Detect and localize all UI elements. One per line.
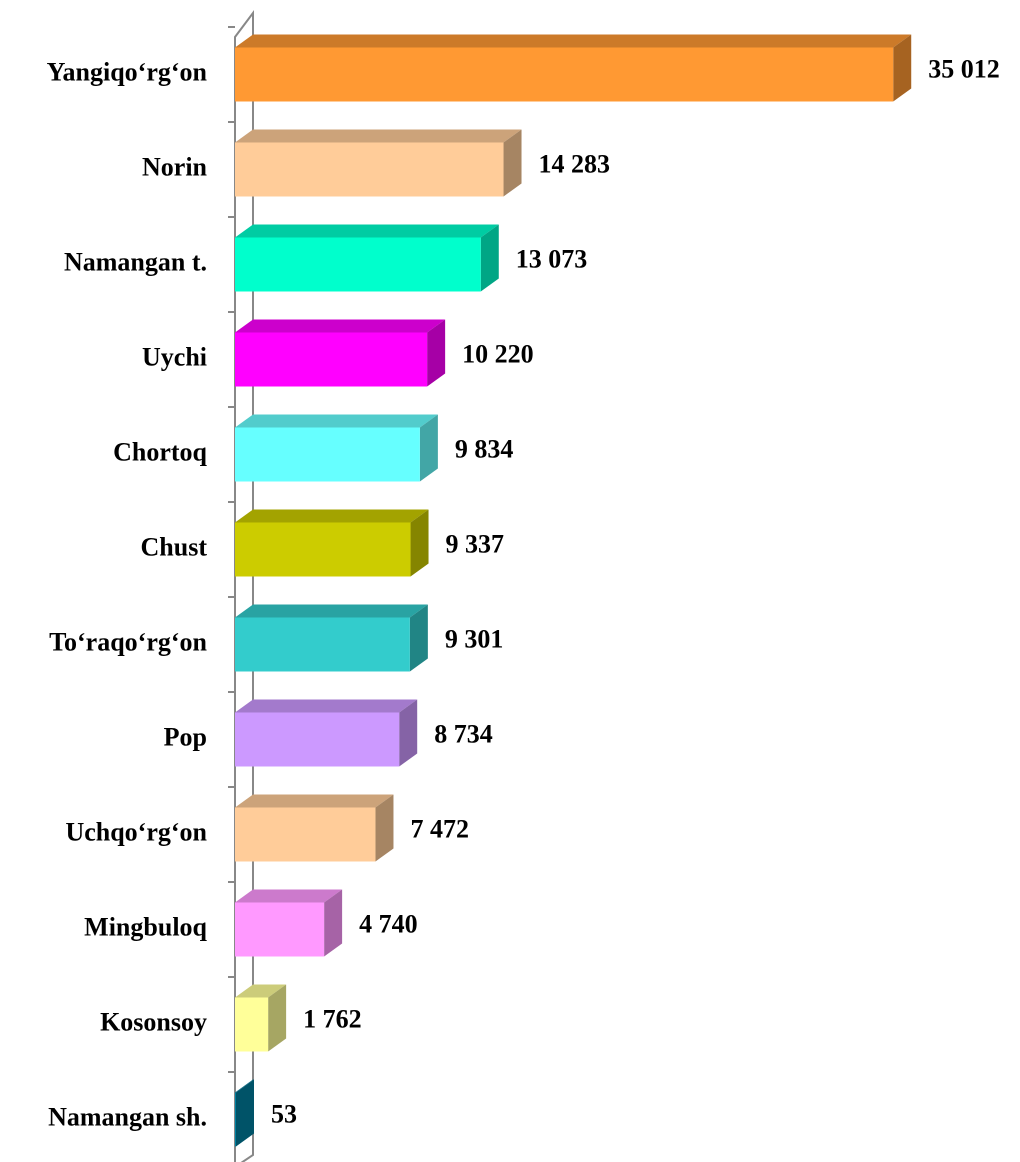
bar-front: [235, 617, 410, 672]
bar: [235, 224, 499, 292]
bar: [235, 129, 522, 197]
category-label: Mingbuloq: [84, 912, 207, 941]
bar: [235, 509, 429, 577]
category-label: Chortoq: [113, 437, 207, 466]
bar-top: [235, 604, 428, 618]
bar: [235, 889, 343, 957]
bar-top: [235, 129, 522, 143]
category-label: Namangan t.: [64, 247, 207, 276]
bar-top: [235, 794, 394, 808]
bar-top: [235, 889, 343, 903]
value-label: 35 012: [928, 54, 1000, 83]
value-label: 53: [271, 1099, 297, 1128]
bar-front: [235, 237, 481, 292]
bar-side: [503, 129, 522, 197]
bar: [235, 34, 912, 102]
bar: [235, 414, 438, 482]
bar: [235, 604, 428, 672]
bar-side: [427, 319, 446, 387]
bar-side: [399, 699, 418, 767]
bar-top: [235, 34, 912, 48]
bar-side: [235, 1079, 254, 1147]
value-label: 14 283: [539, 149, 611, 178]
bar-top: [235, 224, 499, 238]
category-label: To‘raqo‘rg‘on: [49, 627, 207, 656]
bar-front: [235, 522, 411, 577]
value-label: 10 220: [462, 339, 534, 368]
value-label: 13 073: [516, 244, 588, 273]
bar-side: [893, 34, 912, 102]
value-label: 9 301: [445, 624, 504, 653]
bar-top: [235, 984, 287, 998]
bar-front: [235, 1092, 236, 1147]
bar-top: [235, 414, 438, 428]
bar-front: [235, 142, 504, 197]
bar-top: [235, 509, 429, 523]
value-label: 4 740: [359, 909, 418, 938]
bar-front: [235, 332, 428, 387]
bar: [235, 984, 287, 1052]
bar: [235, 1079, 254, 1147]
value-label: 8 734: [434, 719, 493, 748]
bar-top: [235, 699, 418, 713]
bar-front: [235, 807, 376, 862]
value-label: 9 337: [446, 529, 505, 558]
value-label: 1 762: [303, 1004, 362, 1033]
axis-wall: [234, 10, 254, 1162]
category-label: Yangiqo‘rg‘on: [47, 57, 208, 86]
bar-front: [235, 902, 325, 957]
bar-side: [409, 604, 428, 672]
bar-side: [375, 794, 394, 862]
value-label: 9 834: [455, 434, 514, 463]
bar-front: [235, 997, 269, 1052]
value-label: 7 472: [410, 814, 469, 843]
bar-front: [235, 47, 894, 102]
bar-side: [268, 984, 287, 1052]
category-label: Namangan sh.: [48, 1102, 207, 1131]
bar-side: [480, 224, 499, 292]
bar: [235, 699, 418, 767]
category-label: Kosonsoy: [100, 1007, 207, 1036]
bar-front: [235, 712, 400, 767]
category-label: Uchqo‘rg‘on: [65, 817, 207, 846]
category-label: Pop: [164, 722, 207, 751]
bar-side: [324, 889, 343, 957]
category-label: Chust: [141, 532, 208, 561]
bar-top: [235, 319, 446, 333]
category-label: Uychi: [142, 342, 207, 371]
bar: [235, 794, 394, 862]
category-label: Norin: [142, 152, 208, 181]
bar-side: [419, 414, 438, 482]
bar: [235, 319, 446, 387]
bar-top: [235, 1079, 254, 1093]
bar-front: [235, 427, 420, 482]
bar-side: [410, 509, 429, 577]
